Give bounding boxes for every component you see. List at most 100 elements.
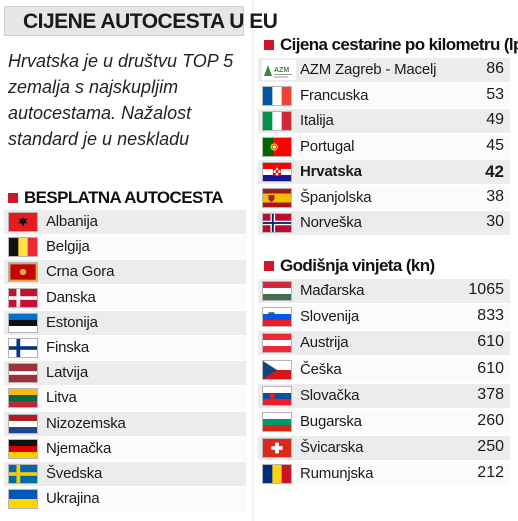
price-value: 378 [477,385,504,403]
list-item: Švedska [4,462,246,486]
azm-logo-icon: AZM [262,60,296,80]
list-item: Litva [4,386,246,411]
country-name: Njemačka [46,439,112,457]
norway-flag-icon [262,213,292,233]
slovenia-flag-icon [262,307,292,328]
country-name: Albanija [46,213,98,230]
country-name: Švedska [46,465,103,482]
netherlands-flag-icon [8,413,38,434]
list-item: Danska [4,285,246,310]
free-section-heading: BESPLATNA AUTOCESTA [8,188,248,210]
list-item: Ukrajina [4,487,246,512]
red-square-icon [264,261,274,271]
country-name: Češka [300,360,342,378]
france-flag-icon [262,85,292,106]
list-item: Estonija [4,310,246,335]
country-name: Ukrajina [46,490,100,508]
vignette-section-label: Godišnja vinjeta (kn) [280,256,435,275]
list-item: Crna Gora [4,260,246,285]
latvia-flag-icon [8,363,38,384]
price-value: 86 [486,60,504,77]
list-item: Austrija 610 [258,331,510,356]
romania-flag-icon [262,464,292,485]
list-item: Albanija [4,210,246,234]
country-name: Mađarska [300,282,365,299]
country-name: Švicarska [300,439,364,457]
title-box: CIJENE AUTOCESTA U EU [4,6,278,36]
sweden-flag-icon [8,464,38,484]
country-name: Slovenija [300,308,360,326]
country-name: AZM Zagreb - Macelj [300,61,437,78]
price-value: 212 [477,464,504,482]
country-name: Hrvatska [300,163,362,180]
country-name: Estonija [46,313,98,331]
hungary-flag-icon [262,281,292,301]
svg-text:AZM: AZM [274,67,289,74]
country-name: Finska [46,339,89,356]
portugal-flag-icon [262,136,292,157]
price-value: 42 [485,162,504,181]
red-square-icon [264,40,274,50]
country-name: Italija [300,112,334,129]
vignette-section-heading: Godišnja vinjeta (kn) [264,256,514,278]
price-value: 1065 [468,281,504,298]
page-title: CIJENE AUTOCESTA U EU [23,10,278,33]
denmark-flag-icon [8,287,38,308]
list-item: Bugarska 260 [258,410,510,434]
list-item: Češka 610 [258,357,510,382]
list-item: Mađarska 1065 [258,279,510,303]
country-name: Danska [46,288,96,306]
list-item: AZM AZM Zagreb - Macelj 86 [258,58,510,82]
list-item: Francuska 53 [258,83,510,108]
country-name: Francuska [300,86,369,104]
country-name: Crna Gora [46,263,115,281]
country-name: Norveška [300,214,362,231]
toll-section-label: Cijena cestarine po kilometru (lp) [280,35,518,54]
price-value: 260 [477,412,504,429]
czech-flag-icon [262,359,292,380]
list-item: Švicarska 250 [258,436,510,461]
montenegro-flag-icon [8,262,38,283]
spain-flag-icon [262,187,292,208]
bulgaria-flag-icon [262,412,292,432]
list-item: Slovenija 833 [258,305,510,330]
ukraine-flag-icon [8,489,38,510]
country-name: Latvija [46,364,88,382]
country-name: Litva [46,389,77,407]
country-name: Bugarska [300,413,362,430]
country-name: Austrija [300,334,349,352]
country-name: Rumunjska [300,465,374,483]
list-item: Rumunjska 212 [258,462,510,487]
price-value: 610 [477,359,504,377]
price-value: 38 [486,187,504,205]
price-value: 610 [477,333,504,351]
country-name: Belgija [46,238,90,256]
free-section-label: BESPLATNA AUTOCESTA [24,188,224,207]
red-square-icon [8,193,18,203]
price-value: 250 [477,438,504,456]
list-item: Italija 49 [258,109,510,133]
list-item: Finska [4,336,246,360]
austria-flag-icon [262,333,292,354]
country-name: Španjolska [300,188,372,206]
list-item: Portugal 45 [258,134,510,159]
country-name: Nizozemska [46,414,126,432]
price-value: 833 [477,307,504,325]
belgium-flag-icon [8,237,38,258]
germany-flag-icon [8,438,38,459]
price-value: 49 [486,111,504,128]
estonia-flag-icon [8,312,38,333]
slovakia-flag-icon [262,385,292,406]
list-item: Belgija [4,235,246,260]
albania-flag-icon [8,212,38,232]
switzerland-flag-icon [262,438,292,459]
italy-flag-icon [262,111,292,131]
lithuania-flag-icon [8,388,38,409]
country-name: Slovačka [300,386,360,404]
price-value: 45 [486,136,504,154]
list-item: Njemačka [4,436,246,461]
intro-text: Hrvatska je u društvu TOP 5 zemalja s na… [8,51,234,149]
list-item: Norveška 30 [258,211,510,235]
finland-flag-icon [8,338,38,358]
list-item: Hrvatska 42 [258,160,510,184]
